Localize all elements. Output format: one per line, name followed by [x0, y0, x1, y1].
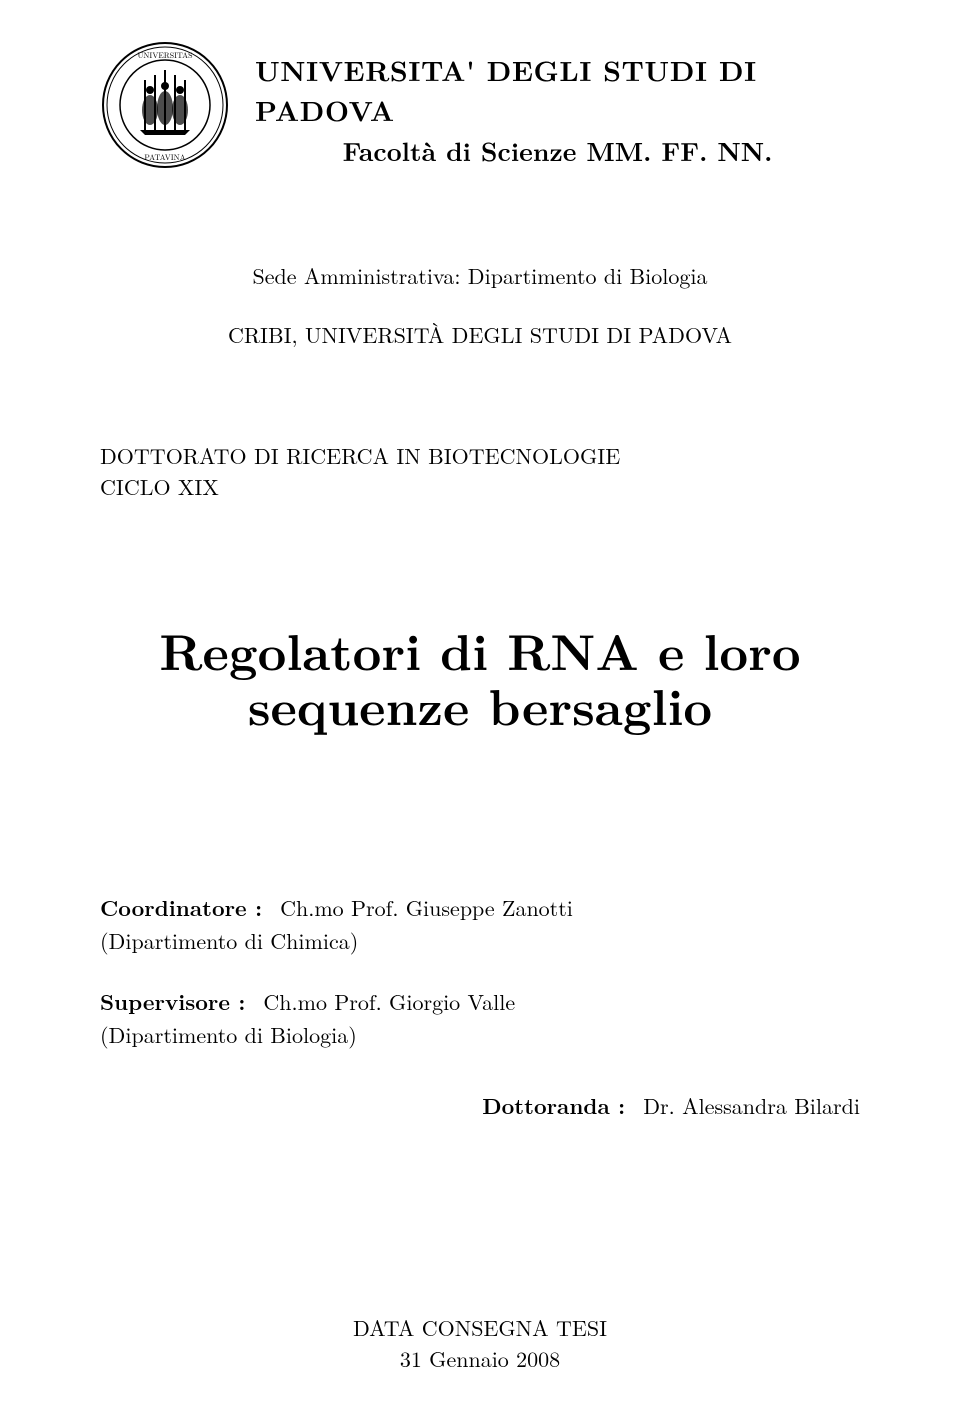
ciclo-line: CICLO XIX	[100, 471, 860, 502]
university-seal-logo: UNIVERSITAS PATAVINA	[100, 40, 230, 170]
dottoranda-name: Dr. Alessandra Bilardi	[643, 1090, 860, 1121]
header-block: UNIVERSITAS PATAVINA UNIVERSITA' DEGLI S…	[100, 40, 860, 170]
supervisor-line: Supervisore : Ch.mo Prof. Giorgio Valle	[100, 986, 860, 1017]
footer-block: DATA CONSEGNA TESI 31 Gennaio 2008	[0, 1312, 960, 1374]
cribi-line: CRIBI, UNIVERSITÀ DEGLI STUDI DI PADOVA	[100, 319, 860, 350]
coordinator-block: Coordinatore : Ch.mo Prof. Giuseppe Zanot…	[100, 892, 860, 1050]
title-line2: sequenze bersaglio	[100, 677, 860, 732]
dottoranda-block: Dottoranda : Dr. Alessandra Bilardi	[100, 1090, 860, 1121]
faculty-name: Facoltà di Scienze MM. FF. NN.	[255, 132, 860, 169]
coordinator-line: Coordinatore : Ch.mo Prof. Giuseppe Zanot…	[100, 892, 860, 923]
supervisor-name: Ch.mo Prof. Giorgio Valle	[263, 986, 515, 1017]
coordinator-name: Ch.mo Prof. Giuseppe Zanotti	[280, 892, 573, 923]
supervisor-department: (Dipartimento di Biologia)	[100, 1019, 860, 1050]
svg-text:PATAVINA: PATAVINA	[144, 152, 185, 163]
sede-block: Sede Amministrativa: Dipartimento di Bio…	[100, 260, 860, 350]
footer-line2: 31 Gennaio 2008	[0, 1343, 960, 1374]
header-text-block: UNIVERSITA' DEGLI STUDI DI PADOVA Facolt…	[255, 40, 860, 169]
coordinator-label: Coordinatore :	[100, 892, 262, 923]
dottoranda-label: Dottoranda :	[482, 1090, 625, 1121]
thesis-title: Regolatori di RNA e loro sequenze bersag…	[100, 622, 860, 732]
coordinator-department: (Dipartimento di Chimica)	[100, 925, 860, 956]
supervisor-label: Supervisore :	[100, 986, 245, 1017]
dottorato-line: DOTTORATO DI RICERCA IN BIOTECNOLOGIE	[100, 440, 860, 471]
seal-icon: UNIVERSITAS PATAVINA	[100, 40, 230, 170]
svg-text:UNIVERSITAS: UNIVERSITAS	[137, 50, 192, 61]
dottorato-block: DOTTORATO DI RICERCA IN BIOTECNOLOGIE CI…	[100, 440, 860, 502]
footer-line1: DATA CONSEGNA TESI	[0, 1312, 960, 1343]
university-name: UNIVERSITA' DEGLI STUDI DI PADOVA	[255, 50, 860, 130]
sede-line: Sede Amministrativa: Dipartimento di Bio…	[100, 260, 860, 291]
